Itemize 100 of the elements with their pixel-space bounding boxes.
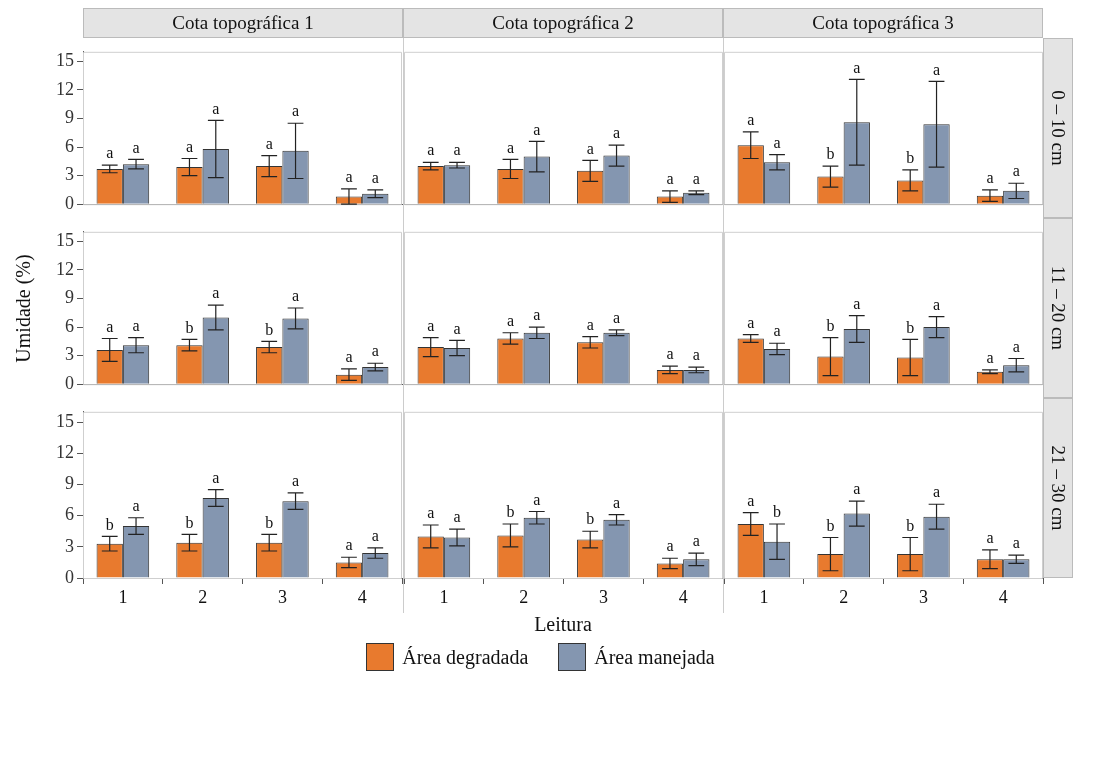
data-label: a bbox=[212, 99, 220, 117]
x-tick-label: 2 bbox=[839, 586, 849, 607]
data-label: b bbox=[185, 318, 194, 336]
y2-axis-title: 21 – 30 cm bbox=[1047, 445, 1069, 531]
data-label: a bbox=[453, 508, 461, 526]
data-label: b bbox=[826, 516, 835, 534]
data-label: a bbox=[345, 168, 353, 186]
y-tick-label: 15 bbox=[56, 410, 74, 431]
x-tick-label: 2 bbox=[198, 586, 208, 607]
data-label: a bbox=[747, 491, 755, 509]
data-label: a bbox=[427, 141, 435, 159]
data-label: a bbox=[612, 124, 621, 142]
data-label: a bbox=[853, 480, 861, 498]
data-label: a bbox=[586, 139, 594, 157]
y-tick-label: 6 bbox=[65, 504, 74, 525]
data-label: a bbox=[345, 348, 353, 366]
y-tick-label: 0 bbox=[65, 192, 74, 213]
chart-title: Cota topográfica 1 bbox=[83, 8, 403, 38]
data-label: b bbox=[906, 516, 915, 534]
data-label: a bbox=[932, 60, 941, 78]
data-label: a bbox=[747, 313, 755, 331]
legend-label: Área degradada bbox=[402, 645, 529, 669]
x-tick-label: 4 bbox=[998, 586, 1008, 607]
data-label: a bbox=[1012, 534, 1020, 552]
data-label: b bbox=[906, 318, 915, 336]
data-label: a bbox=[212, 284, 220, 302]
data-label: a bbox=[612, 493, 621, 511]
data-label: a bbox=[106, 144, 114, 162]
data-label: b bbox=[265, 513, 274, 531]
data-label: a bbox=[773, 322, 781, 340]
data-label: a bbox=[932, 483, 941, 501]
data-label: b bbox=[185, 513, 194, 531]
data-label: a bbox=[371, 169, 379, 187]
x-tick-label: 1 bbox=[118, 586, 128, 607]
x-tick-label: 3 bbox=[598, 586, 608, 607]
y-tick-label: 0 bbox=[65, 372, 74, 393]
y-tick-label: 15 bbox=[56, 230, 74, 251]
data-label: b bbox=[105, 515, 114, 533]
y-tick-label: 12 bbox=[56, 442, 74, 463]
x-tick-label: 3 bbox=[277, 586, 287, 607]
x-axis-title: Leitura bbox=[533, 613, 593, 636]
data-label: a bbox=[291, 472, 300, 490]
data-label: a bbox=[666, 170, 674, 188]
chart-title: Cota topográfica 2 bbox=[403, 8, 723, 38]
data-label: a bbox=[853, 294, 861, 312]
data-label: a bbox=[212, 468, 220, 486]
data-label: a bbox=[427, 504, 435, 522]
y2-axis-title: 0 – 10 cm bbox=[1047, 90, 1069, 166]
data-label: a bbox=[453, 319, 461, 337]
x-tick-label: 1 bbox=[439, 586, 449, 607]
data-label: a bbox=[692, 346, 700, 364]
y-tick-label: 9 bbox=[65, 107, 74, 128]
data-label: a bbox=[773, 133, 781, 151]
x-tick-label: 3 bbox=[918, 586, 928, 607]
x-tick-label: 2 bbox=[519, 586, 529, 607]
y-tick-label: 9 bbox=[65, 287, 74, 308]
y-tick-label: 12 bbox=[56, 258, 74, 279]
data-label: a bbox=[1012, 162, 1020, 180]
data-label: a bbox=[533, 490, 541, 508]
data-label: a bbox=[185, 137, 194, 155]
data-label: a bbox=[1012, 337, 1020, 355]
data-label: a bbox=[371, 342, 379, 360]
data-label: a bbox=[291, 102, 300, 120]
y-tick-label: 3 bbox=[65, 344, 74, 365]
data-label: a bbox=[106, 317, 114, 335]
data-label: b bbox=[586, 510, 595, 528]
x-tick-label: 4 bbox=[678, 586, 688, 607]
data-label: a bbox=[427, 316, 435, 334]
data-label: a bbox=[132, 316, 140, 334]
data-label: a bbox=[853, 58, 861, 76]
data-label: b bbox=[826, 316, 835, 334]
data-label: a bbox=[506, 311, 515, 329]
data-label: b bbox=[265, 320, 274, 338]
data-label: a bbox=[345, 536, 353, 554]
data-label: a bbox=[986, 529, 994, 547]
y-tick-label: 0 bbox=[65, 566, 74, 587]
y-tick-label: 6 bbox=[65, 135, 74, 156]
data-label: a bbox=[453, 141, 461, 159]
data-label: a bbox=[132, 138, 140, 156]
data-label: a bbox=[932, 295, 941, 313]
data-label: b bbox=[773, 503, 782, 521]
data-label: b bbox=[506, 503, 515, 521]
y-axis-title: Umidade (%) bbox=[11, 253, 35, 363]
data-label: a bbox=[371, 527, 379, 545]
chart-title: Cota topográfica 3 bbox=[723, 8, 1043, 38]
data-label: a bbox=[533, 120, 541, 138]
y-tick-label: 9 bbox=[65, 473, 74, 494]
data-label: a bbox=[692, 170, 700, 188]
data-label: a bbox=[265, 134, 273, 152]
y-tick-label: 3 bbox=[65, 164, 74, 185]
data-label: b bbox=[906, 149, 915, 167]
data-label: a bbox=[666, 537, 674, 555]
y-tick-label: 3 bbox=[65, 535, 74, 556]
data-label: a bbox=[666, 345, 674, 363]
legend-label: Área manejada bbox=[594, 645, 715, 669]
data-label: a bbox=[506, 138, 515, 156]
data-label: b bbox=[826, 145, 835, 163]
data-label: a bbox=[747, 111, 755, 129]
x-tick-label: 1 bbox=[759, 586, 769, 607]
data-label: a bbox=[132, 496, 140, 514]
